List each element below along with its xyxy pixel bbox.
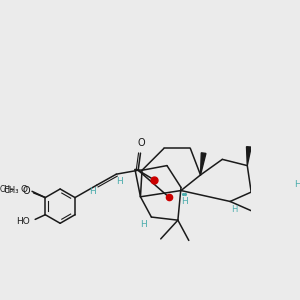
Text: H: H: [231, 205, 237, 214]
Text: O: O: [22, 185, 30, 196]
Text: H: H: [181, 197, 188, 206]
Text: H: H: [89, 187, 95, 196]
Text: H: H: [295, 180, 300, 189]
Text: HO: HO: [16, 217, 30, 226]
Polygon shape: [200, 153, 206, 175]
Text: CH₃: CH₃: [3, 186, 19, 195]
Text: H: H: [140, 220, 147, 230]
Text: CH₃: CH₃: [0, 185, 13, 194]
Text: H: H: [116, 177, 123, 186]
Text: O: O: [20, 185, 27, 194]
Text: O: O: [137, 138, 145, 148]
Polygon shape: [247, 147, 251, 166]
